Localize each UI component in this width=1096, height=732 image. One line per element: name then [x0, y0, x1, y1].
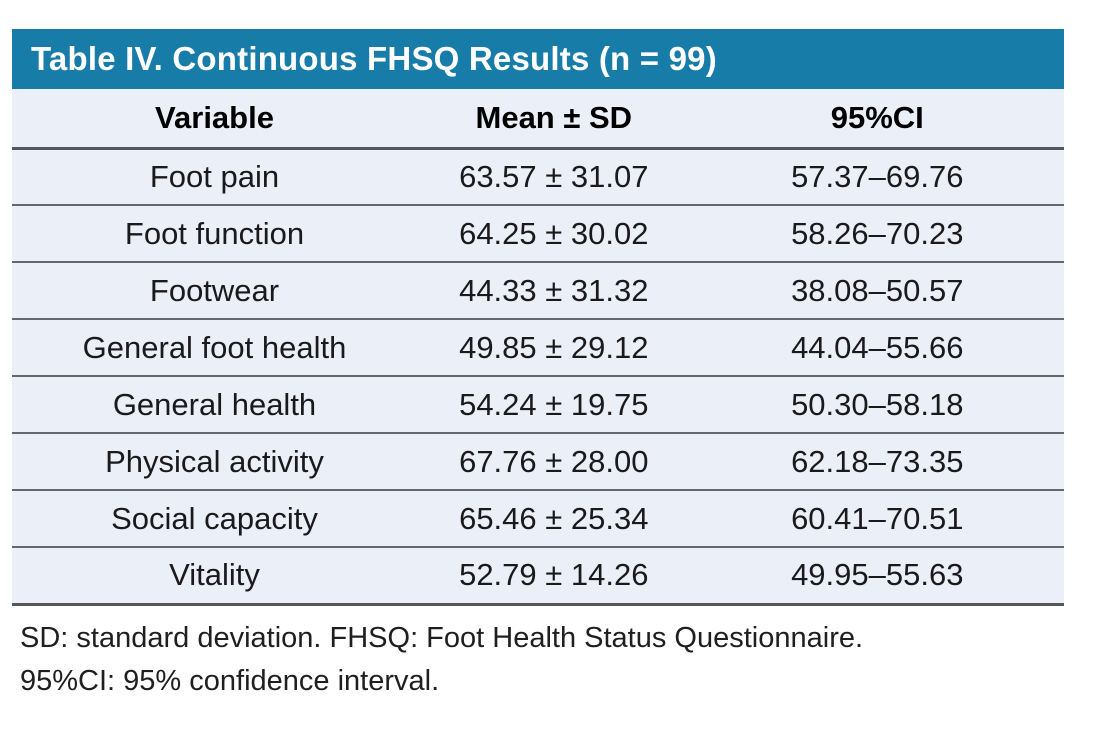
footnotes: SD: standard deviation. FHSQ: Foot Healt… — [20, 617, 863, 703]
cell-95ci: 60.41–70.51 — [690, 490, 1064, 548]
table-title-bar: Table IV. Continuous FHSQ Results (n = 9… — [12, 29, 1064, 89]
cell-95ci: 49.95–55.63 — [690, 547, 1064, 606]
footnote-ci-definition: 95%CI: 95% confidence interval. — [20, 665, 440, 697]
cell-mean-sd: 65.46 ± 25.34 — [417, 490, 691, 548]
cell-variable: Foot function — [12, 205, 418, 263]
cell-mean-sd: 52.79 ± 14.26 — [417, 547, 691, 606]
table-row: Foot function 64.25 ± 30.02 58.26–70.23 — [12, 205, 1064, 263]
cell-variable: General health — [12, 376, 418, 434]
header-row: Variable Mean ± SD 95%CI — [12, 89, 1064, 150]
table-row: Vitality 52.79 ± 14.26 49.95–55.63 — [12, 547, 1064, 606]
cell-95ci: 38.08–50.57 — [690, 262, 1064, 320]
column-header-variable: Variable — [12, 89, 418, 150]
cell-variable: Social capacity — [12, 490, 418, 548]
table-body: Foot pain 63.57 ± 31.07 57.37–69.76 Foot fu… — [12, 148, 1064, 606]
cell-95ci: 50.30–58.18 — [690, 376, 1064, 434]
table-row: General foot health 49.85 ± 29.12 44.04–55… — [12, 319, 1064, 377]
cell-mean-sd: 49.85 ± 29.12 — [417, 319, 691, 377]
footnote-abbreviations: SD: standard deviation. FHSQ: Foot Healt… — [20, 622, 864, 654]
cell-mean-sd: 63.57 ± 31.07 — [417, 148, 691, 206]
table-row: General health 54.24 ± 19.75 50.30–58.18 — [12, 376, 1064, 434]
cell-mean-sd: 67.76 ± 28.00 — [417, 433, 691, 491]
cell-95ci: 57.37–69.76 — [690, 148, 1064, 206]
results-table: Variable Mean ± SD 95%CI Foot pain 63.57 … — [12, 89, 1064, 606]
fhsq-results-table-card: Table IV. Continuous FHSQ Results (n = 9… — [12, 29, 1064, 606]
table-row: Footwear 44.33 ± 31.32 38.08–50.57 — [12, 262, 1064, 320]
cell-mean-sd: 44.33 ± 31.32 — [417, 262, 691, 320]
cell-variable: Vitality — [12, 547, 418, 606]
cell-95ci: 44.04–55.66 — [690, 319, 1064, 377]
cell-95ci: 62.18–73.35 — [690, 433, 1064, 491]
cell-mean-sd: 64.25 ± 30.02 — [417, 205, 691, 263]
cell-variable: Foot pain — [12, 148, 418, 206]
cell-variable: Footwear — [12, 262, 418, 320]
column-header-95ci: 95%CI — [690, 89, 1064, 150]
cell-95ci: 58.26–70.23 — [690, 205, 1064, 263]
table-row: Physical activity 67.76 ± 28.00 62.18–73.3… — [12, 433, 1064, 491]
cell-mean-sd: 54.24 ± 19.75 — [417, 376, 691, 434]
table-row: Social capacity 65.46 ± 25.34 60.41–70.51 — [12, 490, 1064, 548]
table-title: Table IV. Continuous FHSQ Results (n = 9… — [31, 40, 717, 77]
column-header-mean-sd: Mean ± SD — [417, 89, 691, 150]
cell-variable: Physical activity — [12, 433, 418, 491]
cell-variable: General foot health — [12, 319, 418, 377]
table-row: Foot pain 63.57 ± 31.07 57.37–69.76 — [12, 148, 1064, 206]
